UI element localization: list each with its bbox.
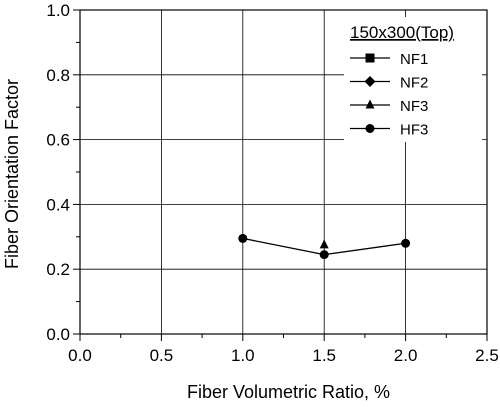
x-tick-label: 2.0 <box>394 346 418 365</box>
y-tick-label: 0.8 <box>46 66 70 85</box>
y-tick-label: 0.6 <box>46 131 70 150</box>
legend-entry-nf2: NF2 <box>350 75 428 92</box>
legend-marker-nf1 <box>365 53 375 63</box>
x-tick-label: 1.0 <box>231 346 255 365</box>
x-tick-label: 1.5 <box>312 346 336 365</box>
y-tick-label: 0.4 <box>46 195 70 214</box>
legend-label-nf1: NF1 <box>400 51 428 68</box>
series-marks <box>238 233 411 260</box>
legend: 150x300(Top) NF1 NF2 NF3 HF3 <box>344 17 482 142</box>
data-point-hf3 <box>238 233 248 243</box>
legend-entry-nf3: NF3 <box>350 98 428 115</box>
legend-label-hf3: HF3 <box>400 122 428 139</box>
x-tick-label: 0.0 <box>68 346 92 365</box>
axes <box>73 9 488 341</box>
y-tick-label: 0.0 <box>46 325 70 344</box>
legend-entry-hf3: HF3 <box>350 122 428 139</box>
legend-label-nf3: NF3 <box>400 98 428 115</box>
legend-entry-nf1: NF1 <box>350 51 428 68</box>
legend-marker-nf2 <box>364 76 376 87</box>
legend-marker-nf3 <box>365 99 375 109</box>
y-axis-title: Fiber Orientation Factor <box>2 79 22 269</box>
legend-label-nf2: NF2 <box>400 75 428 92</box>
x-tick-label: 0.5 <box>150 346 174 365</box>
tick-labels: 0.0 0.5 1.0 1.5 2.0 2.5 0.0 0.2 0.4 0.6 0.8 1.0 <box>46 1 498 365</box>
legend-marker-hf3 <box>365 124 375 133</box>
x-tick-label: 2.5 <box>475 346 499 365</box>
y-tick-label: 0.2 <box>46 260 70 279</box>
plot-frame <box>79 9 488 335</box>
data-point-nf3 <box>319 239 329 249</box>
x-axis-title: Fiber Volumetric Ratio, % <box>187 382 390 402</box>
legend-title: 150x300(Top) <box>350 23 454 42</box>
data-point-hf3 <box>319 250 329 260</box>
y-tick-label: 1.0 <box>46 1 70 20</box>
data-point-hf3 <box>401 238 411 248</box>
